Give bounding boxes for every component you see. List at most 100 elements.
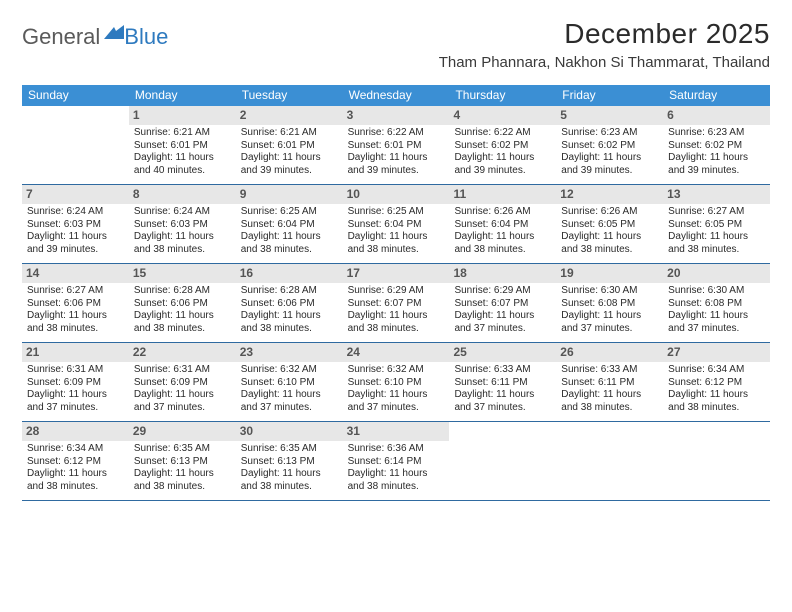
day-cell: 30Sunrise: 6:35 AMSunset: 6:13 PMDayligh… [236,422,343,500]
daylight-text: Daylight: 11 hours and 37 minutes. [241,389,338,414]
daylight-text: Daylight: 11 hours and 38 minutes. [561,389,658,414]
sunrise-text: Sunrise: 6:21 AM [241,127,338,140]
week-row: 21Sunrise: 6:31 AMSunset: 6:09 PMDayligh… [22,343,770,422]
brand-part1: General [22,24,100,50]
daylight-text: Daylight: 11 hours and 38 minutes. [561,231,658,256]
day-cell: 22Sunrise: 6:31 AMSunset: 6:09 PMDayligh… [129,343,236,421]
day-cell [663,422,770,500]
daylight-text: Daylight: 11 hours and 38 minutes. [134,231,231,256]
sunset-text: Sunset: 6:02 PM [454,140,551,153]
weekday-header: Monday [129,85,236,106]
sunset-text: Sunset: 6:03 PM [27,219,124,232]
day-cell: 13Sunrise: 6:27 AMSunset: 6:05 PMDayligh… [663,185,770,263]
day-cell: 1Sunrise: 6:21 AMSunset: 6:01 PMDaylight… [129,106,236,184]
day-number: 24 [343,343,450,362]
daylight-text: Daylight: 11 hours and 37 minutes. [454,389,551,414]
daylight-text: Daylight: 11 hours and 39 minutes. [668,152,765,177]
sunrise-text: Sunrise: 6:23 AM [561,127,658,140]
daylight-text: Daylight: 11 hours and 38 minutes. [241,310,338,335]
day-cell: 17Sunrise: 6:29 AMSunset: 6:07 PMDayligh… [343,264,450,342]
sunset-text: Sunset: 6:01 PM [348,140,445,153]
daylight-text: Daylight: 11 hours and 37 minutes. [134,389,231,414]
day-cell: 24Sunrise: 6:32 AMSunset: 6:10 PMDayligh… [343,343,450,421]
daylight-text: Daylight: 11 hours and 38 minutes. [27,310,124,335]
day-number: 4 [449,106,556,125]
sunrise-text: Sunrise: 6:26 AM [454,206,551,219]
day-number: 23 [236,343,343,362]
sunrise-text: Sunrise: 6:27 AM [668,206,765,219]
daylight-text: Daylight: 11 hours and 38 minutes. [241,468,338,493]
sunrise-text: Sunrise: 6:34 AM [668,364,765,377]
sunset-text: Sunset: 6:12 PM [668,377,765,390]
day-number: 22 [129,343,236,362]
day-number: 10 [343,185,450,204]
sunset-text: Sunset: 6:10 PM [241,377,338,390]
calendar-page: General Blue December 2025 Tham Phannara… [0,0,792,501]
sunrise-text: Sunrise: 6:36 AM [348,443,445,456]
day-cell: 19Sunrise: 6:30 AMSunset: 6:08 PMDayligh… [556,264,663,342]
day-cell: 10Sunrise: 6:25 AMSunset: 6:04 PMDayligh… [343,185,450,263]
daylight-text: Daylight: 11 hours and 38 minutes. [454,231,551,256]
sunset-text: Sunset: 6:12 PM [27,456,124,469]
daylight-text: Daylight: 11 hours and 38 minutes. [348,468,445,493]
day-cell: 5Sunrise: 6:23 AMSunset: 6:02 PMDaylight… [556,106,663,184]
day-number: 18 [449,264,556,283]
day-cell: 6Sunrise: 6:23 AMSunset: 6:02 PMDaylight… [663,106,770,184]
sunset-text: Sunset: 6:13 PM [134,456,231,469]
sunset-text: Sunset: 6:04 PM [241,219,338,232]
day-cell: 18Sunrise: 6:29 AMSunset: 6:07 PMDayligh… [449,264,556,342]
day-number: 6 [663,106,770,125]
sunset-text: Sunset: 6:14 PM [348,456,445,469]
sunrise-text: Sunrise: 6:28 AM [241,285,338,298]
week-row: 7Sunrise: 6:24 AMSunset: 6:03 PMDaylight… [22,185,770,264]
week-row: 14Sunrise: 6:27 AMSunset: 6:06 PMDayligh… [22,264,770,343]
daylight-text: Daylight: 11 hours and 37 minutes. [348,389,445,414]
daylight-text: Daylight: 11 hours and 38 minutes. [348,231,445,256]
day-cell: 11Sunrise: 6:26 AMSunset: 6:04 PMDayligh… [449,185,556,263]
weekday-header: Wednesday [343,85,450,106]
day-number: 5 [556,106,663,125]
day-cell: 28Sunrise: 6:34 AMSunset: 6:12 PMDayligh… [22,422,129,500]
day-number: 8 [129,185,236,204]
daylight-text: Daylight: 11 hours and 38 minutes. [27,468,124,493]
sunset-text: Sunset: 6:05 PM [561,219,658,232]
weeks-container: 1 Sunrise: 6:21 AM Sunset: 6:01 PM Daylight… [22,106,770,501]
day-cell: 20Sunrise: 6:30 AMSunset: 6:08 PMDayligh… [663,264,770,342]
sunrise-text: Sunrise: 6:34 AM [27,443,124,456]
sunrise-text: Sunrise: 6:24 AM [134,206,231,219]
sunset-text: Sunset: 6:08 PM [668,298,765,311]
sunrise-text: Sunrise: 6:23 AM [668,127,765,140]
week-row: 28Sunrise: 6:34 AMSunset: 6:12 PMDayligh… [22,422,770,501]
day-cell: 31Sunrise: 6:36 AMSunset: 6:14 PMDayligh… [343,422,450,500]
week-row: 1 Sunrise: 6:21 AM Sunset: 6:01 PM Daylight… [22,106,770,185]
sunrise-text: Sunrise: 6:22 AM [348,127,445,140]
day-cell: 8Sunrise: 6:24 AMSunset: 6:03 PMDaylight… [129,185,236,263]
day-number: 17 [343,264,450,283]
top-bar: General Blue December 2025 Tham Phannara… [22,18,770,71]
sunrise-text: Sunrise: 6:33 AM [561,364,658,377]
day-cell: 29Sunrise: 6:35 AMSunset: 6:13 PMDayligh… [129,422,236,500]
brand-logo: General Blue [22,18,168,50]
day-number: 19 [556,264,663,283]
daylight-text: Daylight: 11 hours and 38 minutes. [668,389,765,414]
sunrise-text: Sunrise: 6:29 AM [454,285,551,298]
day-number: 15 [129,264,236,283]
day-cell [556,422,663,500]
day-number: 20 [663,264,770,283]
day-number: 27 [663,343,770,362]
daylight-text: Daylight: 11 hours and 37 minutes. [454,310,551,335]
page-title: December 2025 [439,18,770,50]
calendar-grid: Sunday Monday Tuesday Wednesday Thursday… [22,85,770,501]
daylight-text: Daylight: 11 hours and 39 minutes. [454,152,551,177]
sunset-text: Sunset: 6:08 PM [561,298,658,311]
day-number: 1 [129,106,236,125]
daylight-text: Daylight: 11 hours and 40 minutes. [134,152,231,177]
day-number: 3 [343,106,450,125]
weekday-header: Tuesday [236,85,343,106]
sunrise-text: Sunrise: 6:29 AM [348,285,445,298]
sunrise-text: Sunrise: 6:30 AM [561,285,658,298]
day-cell: 7Sunrise: 6:24 AMSunset: 6:03 PMDaylight… [22,185,129,263]
daylight-text: Daylight: 11 hours and 38 minutes. [134,468,231,493]
day-cell: 12Sunrise: 6:26 AMSunset: 6:05 PMDayligh… [556,185,663,263]
day-cell: 26Sunrise: 6:33 AMSunset: 6:11 PMDayligh… [556,343,663,421]
